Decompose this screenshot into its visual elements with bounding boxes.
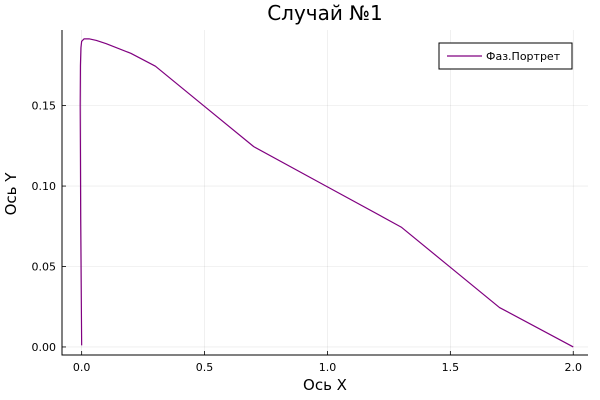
chart-title: Случай №1: [267, 1, 383, 25]
y-tick-label: 0.10: [32, 180, 57, 193]
legend: Фаз.Портрет: [438, 42, 573, 70]
series-layer: [79, 38, 574, 348]
x-axis-title: Ось X: [303, 376, 347, 394]
y-axis-title: Ось Y: [2, 172, 20, 216]
x-tick-label: 1.0: [319, 361, 337, 374]
x-tick-label: 1.5: [442, 361, 460, 374]
y-tick-label: 0.00: [32, 341, 57, 354]
ticks: 0.0 0.5 1.0 1.5 2.0 0.00 0.05 0.10 0.15: [32, 100, 583, 374]
x-tick-label: 2.0: [565, 361, 583, 374]
x-tick-label: 0.0: [73, 361, 91, 374]
x-tick-label: 0.5: [196, 361, 214, 374]
y-tick-label: 0.05: [32, 261, 57, 274]
plot-frame: [61, 30, 588, 356]
y-tick-label: 0.15: [32, 100, 57, 113]
grid: [62, 30, 588, 355]
legend-label: Фаз.Портрет: [486, 50, 561, 63]
series-line: [79, 38, 574, 348]
